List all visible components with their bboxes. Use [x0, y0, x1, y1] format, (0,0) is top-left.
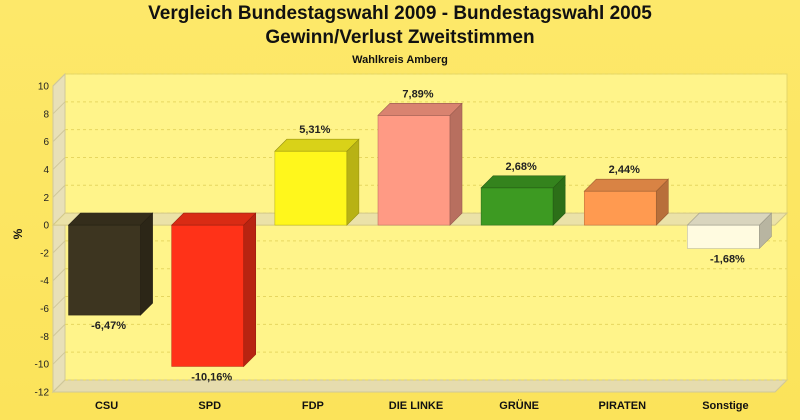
gridline-side: [52, 73, 66, 87]
x-tick-label: GRÜNE: [499, 399, 539, 412]
x-tick-label: DIE LINKE: [389, 400, 443, 412]
bar-top: [583, 178, 670, 192]
data-label: 2,68%: [506, 161, 537, 173]
bar-top: [170, 212, 257, 226]
data-label: 2,44%: [609, 164, 640, 176]
x-tick-label: PIRATEN: [599, 400, 647, 412]
gridline-side: [52, 379, 66, 393]
y-tick-label: 2: [43, 193, 49, 204]
y-tick-label: -4: [40, 276, 49, 287]
bar-csu: [68, 224, 141, 316]
y-tick-label: -10: [35, 360, 50, 371]
bar-sonstige: [687, 224, 760, 249]
gridline-side: [52, 351, 66, 365]
y-tick-label: -6: [40, 304, 49, 315]
bar-side: [140, 212, 153, 316]
chart-subtitle: Gewinn/Verlust Zweitstimmen: [265, 27, 535, 48]
gridline-side: [52, 157, 66, 170]
gridline-side: [52, 296, 66, 309]
y-axis-label: %: [11, 228, 25, 239]
gridline-side: [52, 184, 66, 198]
y-tick-label: -12: [35, 388, 50, 399]
x-tick-label: SPD: [198, 400, 221, 412]
plot-side-wall: [52, 72, 66, 394]
gridline-side: [52, 129, 66, 142]
gridline-side: [52, 268, 66, 282]
bar-die-linke: [377, 115, 451, 226]
plot-floor: [51, 379, 789, 393]
data-label: 5,31%: [299, 124, 330, 136]
bar-grüne: [480, 187, 554, 226]
y-tick-label: -2: [40, 248, 49, 259]
bar-side: [449, 102, 463, 226]
y-tick-label: 8: [43, 109, 49, 120]
data-label: 7,89%: [402, 88, 433, 100]
x-tick-label: FDP: [302, 400, 324, 412]
bar-side: [243, 212, 257, 368]
y-tick-label: -8: [40, 332, 49, 343]
gridline-side: [52, 324, 66, 337]
bar-fdp: [274, 150, 348, 226]
y-tick-label: 4: [43, 165, 49, 176]
data-label: -10,16%: [191, 371, 232, 383]
y-tick-label: 10: [38, 82, 50, 93]
x-tick-label: Sonstige: [702, 400, 748, 412]
chart-title: Vergleich Bundestagswahl 2009 - Bundesta…: [148, 3, 652, 24]
x-tick-label: CSU: [95, 400, 118, 412]
bar-spd: [171, 224, 245, 367]
gridline-side: [52, 101, 66, 115]
data-label: -1,68%: [710, 253, 745, 265]
bar-top: [377, 103, 463, 116]
y-tick-label: 6: [43, 137, 49, 148]
bar-piraten: [583, 190, 657, 226]
gridline-side: [52, 240, 66, 254]
bar-top: [686, 212, 773, 226]
bar-side: [346, 138, 360, 226]
data-label: -6,47%: [91, 320, 126, 332]
bar-top: [480, 175, 566, 189]
y-tick-label: 0: [43, 221, 49, 232]
chart-caption: Wahlkreis Amberg: [352, 54, 448, 66]
bar-top: [67, 212, 154, 226]
bar-top: [274, 138, 360, 152]
